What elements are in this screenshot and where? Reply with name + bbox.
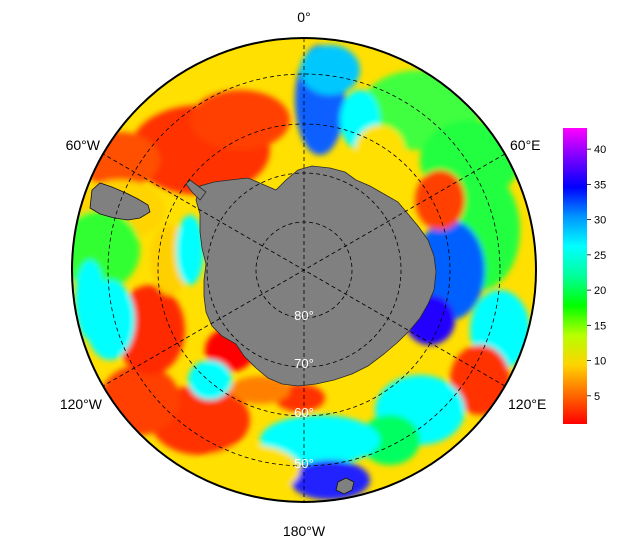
value-patch [450, 345, 510, 415]
lon-label-60e: 60°E [510, 137, 541, 153]
colorbar-tick-label: 40 [594, 144, 606, 156]
value-patch [260, 415, 380, 465]
lat-label-50: 50° [294, 456, 314, 471]
south-america-tip [89, 182, 151, 221]
colorbar-tick-label: 35 [594, 179, 606, 191]
colorbar: 5 10 15 20 25 30 35 40 [563, 128, 606, 424]
map-boundary [71, 37, 537, 503]
value-patch [188, 360, 232, 400]
lon-label-180w: 180°W [283, 523, 326, 539]
lat-label-60: 60° [294, 405, 314, 420]
colorbar-tick-label: 25 [594, 250, 606, 262]
value-field [72, 45, 530, 500]
colorbar-tick-label: 20 [594, 285, 606, 297]
value-patch [190, 90, 290, 150]
colorbar-ticks: 5 10 15 20 25 30 35 40 [587, 144, 606, 403]
colorbar-tick-label: 15 [594, 320, 606, 332]
graticule [102, 38, 506, 502]
lon-label-60w: 60°W [66, 137, 101, 153]
lat-label-70: 70° [294, 356, 314, 371]
colorbar-tick-label: 5 [594, 391, 600, 403]
value-patch [176, 215, 204, 285]
lon-label-0: 0° [297, 9, 310, 25]
antarctica-landmass [89, 165, 437, 495]
value-patch [72, 210, 140, 290]
value-patch [230, 376, 290, 404]
lon-label-120w: 120°W [60, 396, 103, 412]
value-patch [200, 445, 300, 495]
map-field [72, 38, 536, 502]
lat-label-80: 80° [294, 308, 314, 323]
antarctic-peninsula [185, 179, 207, 201]
colorbar-tick-label: 10 [594, 356, 606, 368]
new-zealand [335, 477, 355, 495]
value-patch [355, 125, 405, 175]
value-patch [75, 260, 105, 340]
value-patch [415, 170, 465, 230]
colorbar-tick-label: 30 [594, 215, 606, 227]
latitude-circle [107, 73, 501, 467]
lon-label-120e: 120°E [508, 396, 546, 412]
value-patch [300, 45, 360, 95]
colorbar-gradient [563, 128, 587, 424]
meridian-line [102, 153, 506, 387]
value-patch [360, 415, 420, 465]
